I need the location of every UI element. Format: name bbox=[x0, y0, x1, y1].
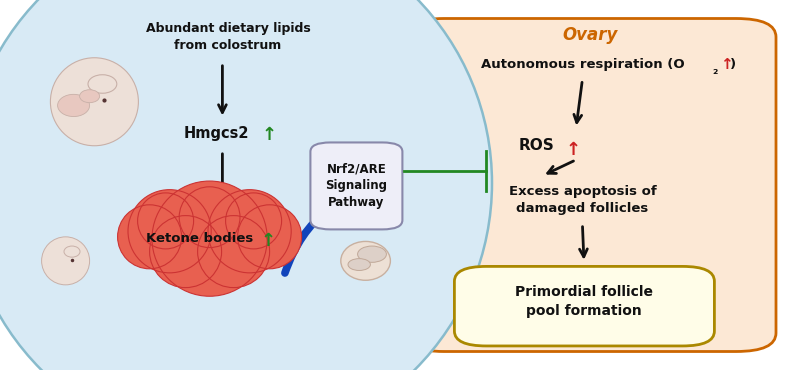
Text: Autonomous respiration (O: Autonomous respiration (O bbox=[481, 58, 684, 71]
FancyBboxPatch shape bbox=[454, 266, 714, 346]
Ellipse shape bbox=[6, 87, 110, 172]
Text: ↑: ↑ bbox=[261, 232, 275, 249]
Text: Hmgcs2: Hmgcs2 bbox=[183, 126, 249, 141]
Text: Abundant dietary lipids
from colostrum: Abundant dietary lipids from colostrum bbox=[146, 22, 310, 52]
Ellipse shape bbox=[348, 259, 370, 270]
Text: Primordial follicle
pool formation: Primordial follicle pool formation bbox=[515, 285, 653, 318]
Ellipse shape bbox=[79, 90, 100, 102]
Ellipse shape bbox=[152, 181, 267, 296]
Text: Ovary: Ovary bbox=[562, 26, 618, 44]
Ellipse shape bbox=[64, 246, 80, 257]
Ellipse shape bbox=[138, 193, 194, 249]
Ellipse shape bbox=[50, 58, 138, 146]
Ellipse shape bbox=[358, 246, 386, 262]
Text: ↑: ↑ bbox=[720, 57, 733, 72]
Ellipse shape bbox=[0, 0, 492, 370]
Polygon shape bbox=[40, 111, 92, 255]
FancyBboxPatch shape bbox=[310, 142, 402, 229]
Ellipse shape bbox=[150, 216, 222, 287]
Text: Ketone bodies: Ketone bodies bbox=[146, 232, 254, 245]
Ellipse shape bbox=[198, 216, 270, 287]
Ellipse shape bbox=[238, 205, 302, 269]
Ellipse shape bbox=[226, 193, 282, 249]
Ellipse shape bbox=[58, 94, 90, 117]
FancyBboxPatch shape bbox=[404, 18, 776, 351]
Text: ↑: ↑ bbox=[566, 141, 580, 159]
Ellipse shape bbox=[88, 75, 117, 93]
Text: ↑: ↑ bbox=[262, 126, 276, 144]
Ellipse shape bbox=[128, 190, 211, 273]
Ellipse shape bbox=[179, 187, 240, 248]
Ellipse shape bbox=[10, 250, 74, 294]
Ellipse shape bbox=[118, 205, 182, 269]
Text: Nrf2/ARE
Signaling
Pathway: Nrf2/ARE Signaling Pathway bbox=[326, 162, 387, 209]
Text: ): ) bbox=[730, 58, 737, 71]
Ellipse shape bbox=[42, 237, 90, 285]
Text: Excess apoptosis of
damaged follicles: Excess apoptosis of damaged follicles bbox=[509, 185, 656, 215]
Ellipse shape bbox=[208, 190, 291, 273]
Ellipse shape bbox=[341, 242, 390, 280]
Text: ROS: ROS bbox=[518, 138, 554, 152]
Text: ₂: ₂ bbox=[713, 64, 718, 77]
